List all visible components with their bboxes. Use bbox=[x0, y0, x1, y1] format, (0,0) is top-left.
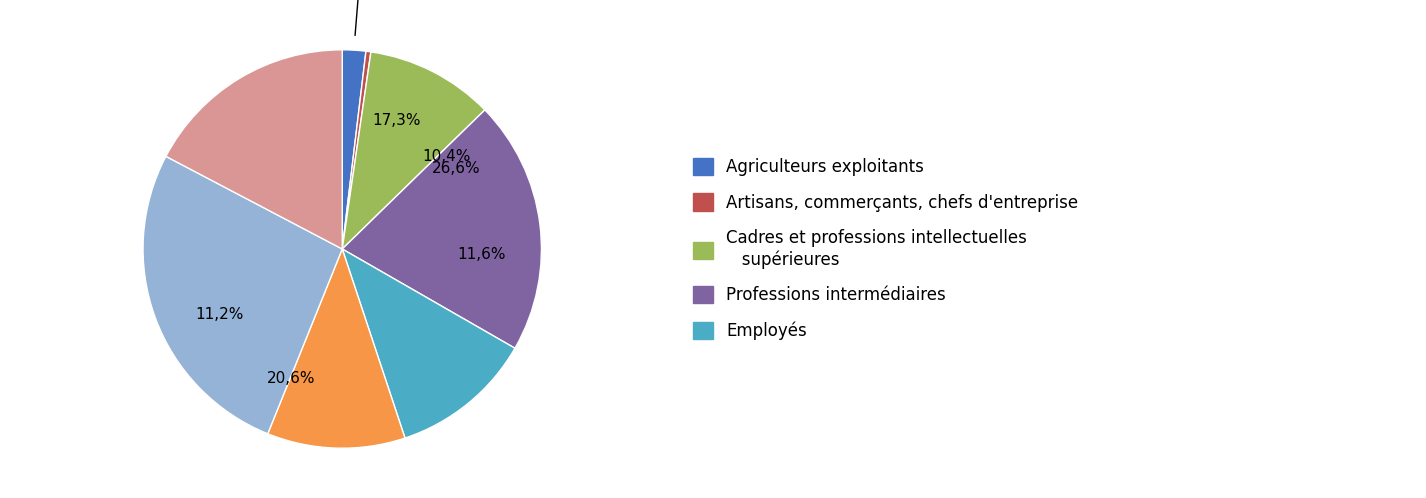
Wedge shape bbox=[268, 249, 405, 448]
Wedge shape bbox=[143, 156, 342, 434]
Text: 1,9%: 1,9% bbox=[341, 0, 381, 35]
Text: 10,4%: 10,4% bbox=[422, 149, 471, 164]
Wedge shape bbox=[165, 50, 342, 249]
Text: 20,6%: 20,6% bbox=[267, 371, 315, 386]
Wedge shape bbox=[342, 249, 515, 438]
Text: 26,6%: 26,6% bbox=[432, 161, 481, 176]
Legend: Agriculteurs exploitants, Artisans, commerçants, chefs d'entreprise, Cadres et p: Agriculteurs exploitants, Artisans, comm… bbox=[693, 158, 1078, 340]
Wedge shape bbox=[342, 50, 366, 249]
Text: 11,6%: 11,6% bbox=[458, 248, 506, 262]
Wedge shape bbox=[342, 51, 371, 249]
Wedge shape bbox=[342, 110, 542, 348]
Wedge shape bbox=[342, 52, 485, 249]
Text: 17,3%: 17,3% bbox=[372, 113, 421, 128]
Text: 11,2%: 11,2% bbox=[195, 307, 244, 322]
